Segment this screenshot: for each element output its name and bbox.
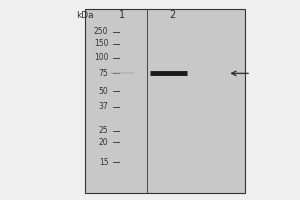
Text: 25: 25 — [99, 126, 108, 135]
Text: 15: 15 — [99, 158, 108, 167]
Text: 50: 50 — [99, 87, 108, 96]
Text: 75: 75 — [99, 69, 108, 78]
FancyBboxPatch shape — [85, 9, 245, 193]
Text: 20: 20 — [99, 138, 108, 147]
Text: 100: 100 — [94, 53, 108, 62]
Text: kDa: kDa — [76, 11, 94, 20]
Text: 2: 2 — [169, 10, 176, 20]
Text: 250: 250 — [94, 27, 108, 36]
Text: 1: 1 — [119, 10, 125, 20]
Text: 150: 150 — [94, 39, 108, 48]
Text: 37: 37 — [99, 102, 108, 111]
